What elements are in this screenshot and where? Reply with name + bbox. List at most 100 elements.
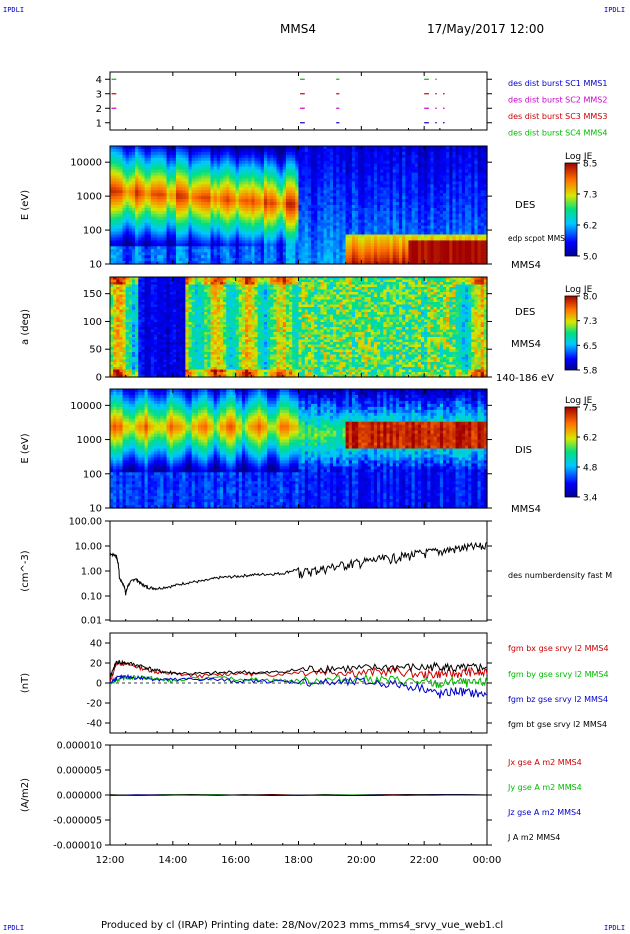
line-panel-ylabel-6: (nT) [20, 673, 31, 693]
des-energy-label: DES [515, 200, 535, 211]
y-tick-label: -0.000010 [53, 841, 102, 852]
colorbar-tick-label: 6.5 [583, 342, 597, 352]
time-axis-label: 00:00 [473, 855, 502, 866]
series-legend-6-2: fgm bz gse srvy l2 MMS4 [508, 695, 608, 704]
y-tick-label: 150 [83, 289, 102, 300]
colorbar-tick-label: 6.2 [583, 434, 597, 444]
des-pitch-colorbar [564, 295, 578, 371]
edp-scpot-label: edp scpot MMS4 [508, 234, 570, 243]
dis-energy-ylabel: E (eV) [20, 433, 31, 463]
time-axis-label: 14:00 [158, 855, 187, 866]
dis-energy-spectrogram [110, 389, 488, 509]
series-legend-6-3: fgm bt gse srvy l2 MMS4 [508, 720, 607, 729]
y-tick-label: 100 [83, 226, 102, 237]
footer-credit: Produced by cl (IRAP) Printing date: 28/… [101, 920, 504, 931]
y-tick-label: 0 [96, 679, 102, 690]
colorbar-title: Log JE [565, 152, 593, 162]
time-axis-label: 12:00 [96, 855, 125, 866]
burst-panel-frame [109, 71, 488, 131]
dis-energy-label: DIS [515, 445, 532, 456]
series-line-6-2 [109, 673, 488, 699]
y-tick-label: 10.00 [75, 542, 102, 553]
y-tick-label: 100.00 [69, 517, 102, 528]
colorbar-title: Log JE [565, 285, 593, 295]
burst-legend-entry: des dist burst SC3 MMS3 [508, 112, 607, 121]
y-tick-label: 2 [96, 104, 102, 115]
colorbar-tick-label: 5.8 [583, 367, 598, 377]
corner-label-top-right: IPDLI [604, 6, 626, 14]
des-pitch-spectrogram [110, 277, 488, 378]
corner-label-bottom-left: IPDLI [3, 924, 25, 932]
series-legend-6-1: fgm by gse srvy l2 MMS4 [508, 670, 609, 679]
colorbar-tick-label: 7.5 [583, 404, 597, 414]
y-tick-label: 100 [83, 469, 102, 480]
line-panel-ylabel-5: (cm^-3) [20, 550, 31, 591]
series-line-6-3 [109, 659, 488, 679]
series-legend-6-0: fgm bx gse srvy l2 MMS4 [508, 644, 609, 653]
pitch-energy-range-label: 140-186 eV [496, 373, 554, 384]
des-energy-spectrogram [110, 146, 488, 265]
series-line-6-1 [109, 673, 488, 689]
y-tick-label: 100 [83, 317, 102, 328]
colorbar-title: Log JE [565, 396, 593, 406]
series-legend-7-0: Jx gse A m2 MMS4 [507, 758, 582, 767]
burst-legend-entry: des dist burst SC2 MMS2 [508, 96, 607, 105]
y-tick-label: 0.000000 [57, 791, 102, 802]
y-tick-label: 4 [96, 75, 102, 86]
y-tick-label: 1 [96, 118, 102, 129]
dis-energy-colorbar [564, 406, 578, 498]
des-energy-sc-label: MMS4 [511, 260, 541, 271]
y-tick-label: 0.000010 [57, 741, 102, 752]
y-tick-label: 0 [96, 373, 102, 384]
series-legend-7-3: J A m2 MMS4 [507, 833, 560, 842]
des-energy-ylabel: E (eV) [20, 190, 31, 220]
y-tick-label: 50 [89, 345, 102, 356]
colorbar-tick-label: 7.3 [583, 191, 597, 201]
y-tick-label: -40 [86, 719, 102, 730]
colorbar-tick-label: 3.4 [583, 494, 598, 504]
des-pitch-label: DES [515, 307, 535, 318]
y-tick-label: 10 [89, 504, 102, 515]
date-time-title: 17/May/2017 12:00 [427, 22, 545, 36]
time-axis-label: 18:00 [284, 855, 313, 866]
y-tick-label: 0.01 [81, 615, 102, 626]
y-tick-label: 1000 [77, 435, 102, 446]
y-tick-label: 0.10 [81, 592, 102, 603]
dis-energy-sc-label: MMS4 [511, 504, 541, 515]
des-pitch-sc-label: MMS4 [511, 339, 541, 350]
corner-label-bottom-right: IPDLI [604, 924, 626, 932]
y-tick-label: 20 [90, 659, 102, 670]
y-tick-label: -0.000005 [53, 816, 102, 827]
y-tick-label: 10000 [70, 401, 102, 412]
y-tick-label: 0.000005 [57, 766, 102, 777]
colorbar-tick-label: 4.8 [583, 464, 598, 474]
series-legend-7-2: Jz gse A m2 MMS4 [507, 808, 581, 817]
series-legend-7-1: Jy gse A m2 MMS4 [507, 783, 582, 792]
time-axis-label: 20:00 [347, 855, 376, 866]
y-tick-label: 10000 [70, 158, 102, 169]
time-axis-label: 16:00 [221, 855, 250, 866]
colorbar-tick-label: 8.0 [583, 293, 598, 303]
des-pitch-ylabel: a (deg) [20, 309, 31, 345]
y-tick-label: 40 [90, 639, 102, 650]
y-tick-label: 1000 [77, 192, 102, 203]
y-tick-label: 1.00 [81, 567, 102, 578]
spacecraft-title: MMS4 [280, 22, 316, 36]
colorbar-tick-label: 8.5 [583, 160, 597, 170]
burst-legend-entry: des dist burst SC1 MMS1 [508, 79, 607, 88]
des-energy-colorbar [564, 162, 578, 257]
corner-label-top-left: IPDLI [3, 6, 25, 14]
line-panel-ylabel-7: (A/m2) [20, 778, 31, 812]
y-tick-label: -20 [86, 699, 102, 710]
colorbar-tick-label: 5.0 [583, 253, 598, 263]
series-line-7-3 [109, 794, 488, 797]
series-line-5-0 [109, 541, 488, 596]
colorbar-tick-label: 6.2 [583, 222, 597, 232]
y-tick-label: 10 [89, 260, 102, 271]
series-legend-5-0: des numberdensity fast M [508, 571, 612, 580]
time-axis-label: 22:00 [410, 855, 439, 866]
colorbar-tick-label: 7.3 [583, 317, 597, 327]
y-tick-label: 3 [96, 89, 102, 100]
burst-legend-entry: des dist burst SC4 MMS4 [508, 129, 607, 138]
